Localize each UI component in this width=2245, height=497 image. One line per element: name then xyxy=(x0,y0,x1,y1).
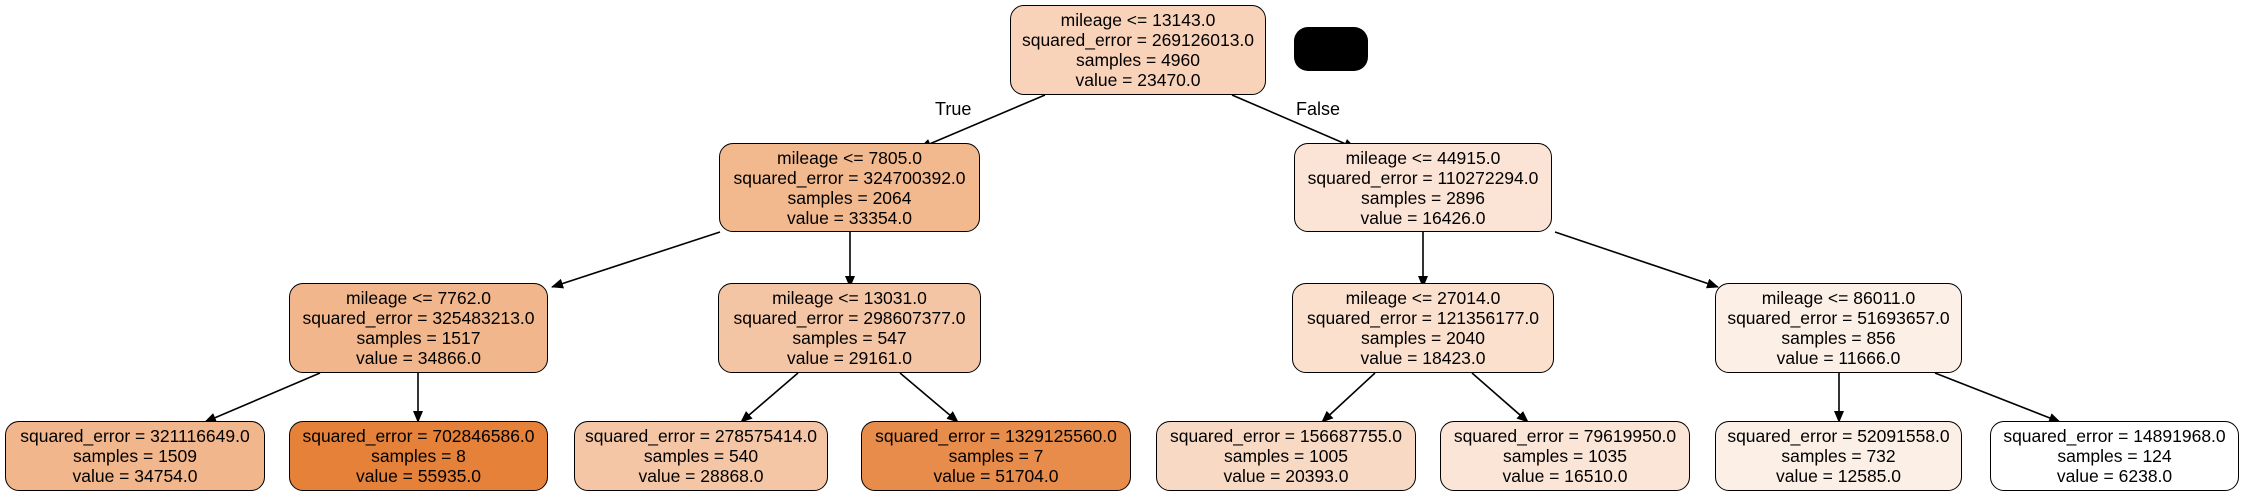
tree-node-depth2-1: mileage <= 13031.0 squared_error = 298607… xyxy=(718,283,981,373)
node-text-line: samples = 2064 xyxy=(787,187,912,208)
node-text-line: value = 20393.0 xyxy=(1223,466,1349,486)
node-text-line: samples = 124 xyxy=(2057,446,2172,466)
node-text-line: squared_error = 321116649.0 xyxy=(20,426,250,446)
tree-node-root: mileage <= 13143.0 squared_error = 269126… xyxy=(1010,5,1266,95)
edge-n0-n1 xyxy=(919,94,1046,149)
node-text-line: mileage <= 44915.0 xyxy=(1345,147,1501,168)
legend-swatch xyxy=(1294,27,1368,71)
node-text-line: value = 16426.0 xyxy=(1360,207,1486,228)
tree-node-depth2-0: mileage <= 7762.0 squared_error = 3254832… xyxy=(289,283,548,373)
edge-n6-n14 xyxy=(1934,372,2061,423)
node-text-line: squared_error = 269126013.0 xyxy=(1021,30,1255,50)
node-text-line: value = 34866.0 xyxy=(355,348,482,368)
node-text-line: samples = 1005 xyxy=(1223,446,1349,466)
node-text-line: squared_error = 14891968.0 xyxy=(2003,426,2226,446)
node-text-line: value = 18423.0 xyxy=(1360,348,1486,368)
node-text-line: squared_error = 110272294.0 xyxy=(1307,167,1539,188)
edge-n4-n10 xyxy=(899,372,959,423)
node-text-line: value = 11666.0 xyxy=(1776,348,1901,368)
node-text-line: squared_error = 156687755.0 xyxy=(1169,426,1403,446)
node-text-line: value = 33354.0 xyxy=(786,207,913,228)
node-text-line: mileage <= 13031.0 xyxy=(772,288,927,308)
node-text-line: samples = 540 xyxy=(643,446,759,466)
node-text-line: value = 28868.0 xyxy=(638,466,764,486)
false-edge-label: False xyxy=(1296,99,1341,119)
node-text-line: mileage <= 7762.0 xyxy=(346,288,491,308)
node-text-line: samples = 1035 xyxy=(1502,446,1628,466)
true-edge-label: True xyxy=(935,99,972,119)
node-text-line: value = 55935.0 xyxy=(355,466,482,486)
node-text-line: samples = 8 xyxy=(371,446,466,466)
tree-leaf-6: squared_error = 52091558.0 samples = 732 v… xyxy=(1715,421,1962,491)
node-text-line: value = 6238.0 xyxy=(2056,466,2173,486)
node-text-line: value = 34754.0 xyxy=(72,466,198,486)
node-text-line: value = 12585.0 xyxy=(1775,466,1902,486)
node-text-line: mileage <= 27014.0 xyxy=(1345,288,1501,308)
node-text-line: samples = 732 xyxy=(1781,446,1896,466)
node-text-line: squared_error = 324700392.0 xyxy=(733,167,966,188)
node-text-line: squared_error = 51693657.0 xyxy=(1727,308,1950,328)
node-text-line: value = 29161.0 xyxy=(786,348,913,368)
node-text-line: value = 16510.0 xyxy=(1502,466,1628,486)
node-text-line: squared_error = 52091558.0 xyxy=(1727,426,1950,446)
tree-leaf-5: squared_error = 79619950.0 samples = 1035… xyxy=(1440,421,1690,491)
node-text-line: squared_error = 121356177.0 xyxy=(1306,308,1540,328)
tree-leaf-1: squared_error = 702846586.0 samples = 8 va… xyxy=(289,421,548,491)
node-text-line: samples = 2896 xyxy=(1360,187,1486,208)
node-text-line: samples = 4960 xyxy=(1075,50,1201,70)
edge-n0-n2 xyxy=(1231,94,1356,149)
node-text-line: mileage <= 86011.0 xyxy=(1761,288,1916,308)
edge-n3-n7 xyxy=(204,372,321,423)
tree-node-depth1-left: mileage <= 7805.0 squared_error = 3247003… xyxy=(719,143,980,232)
edge-n5-n11 xyxy=(1321,372,1376,423)
tree-leaf-0: squared_error = 321116649.0 samples = 150… xyxy=(5,421,265,491)
node-text-line: squared_error = 1329125560.0 xyxy=(875,426,1117,446)
node-text-line: samples = 547 xyxy=(792,328,907,348)
edge-n2-n6 xyxy=(1554,231,1719,289)
node-text-line: squared_error = 298607377.0 xyxy=(733,308,966,328)
node-text-line: samples = 1517 xyxy=(356,328,481,348)
node-text-line: samples = 1509 xyxy=(72,446,198,466)
node-text-line: mileage <= 7805.0 xyxy=(777,147,922,168)
node-text-line: squared_error = 702846586.0 xyxy=(302,426,535,446)
node-text-line: mileage <= 13143.0 xyxy=(1060,10,1216,30)
edge-n1-n3 xyxy=(551,231,721,289)
tree-node-depth1-right: mileage <= 44915.0 squared_error = 110272… xyxy=(1294,143,1552,232)
edge-n5-n12 xyxy=(1471,372,1529,423)
node-text-line: value = 51704.0 xyxy=(933,466,1059,486)
tree-leaf-7: squared_error = 14891968.0 samples = 124 v… xyxy=(1990,421,2239,491)
node-text-line: samples = 856 xyxy=(1781,328,1896,348)
edge-n4-n9 xyxy=(740,372,799,423)
tree-node-depth2-3: mileage <= 86011.0 squared_error = 516936… xyxy=(1715,283,1962,373)
tree-leaf-4: squared_error = 156687755.0 samples = 100… xyxy=(1156,421,1416,491)
node-text-line: samples = 7 xyxy=(948,446,1044,466)
tree-node-depth2-2: mileage <= 27014.0 squared_error = 121356… xyxy=(1292,283,1554,373)
node-text-line: value = 23470.0 xyxy=(1075,70,1201,90)
node-text-line: squared_error = 79619950.0 xyxy=(1453,426,1677,446)
node-text-line: samples = 2040 xyxy=(1360,328,1486,348)
tree-leaf-2: squared_error = 278575414.0 samples = 540… xyxy=(574,421,828,491)
node-text-line: squared_error = 325483213.0 xyxy=(302,308,535,328)
node-text-line: squared_error = 278575414.0 xyxy=(584,426,818,446)
